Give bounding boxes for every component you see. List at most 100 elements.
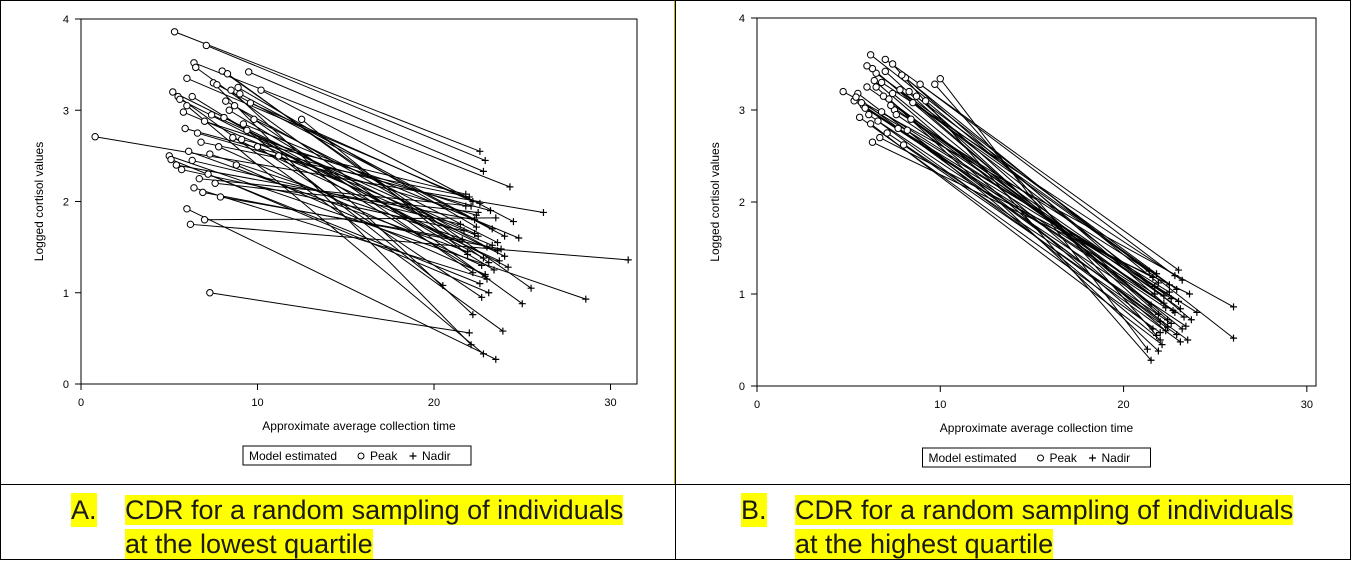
nadir-point	[1143, 345, 1151, 353]
y-tick-label: 4	[739, 13, 745, 25]
peak-point	[183, 205, 191, 213]
connector-line	[185, 128, 491, 212]
nadir-point	[1156, 336, 1164, 344]
caption-cell-b: B. CDR for a random sampling of individu…	[675, 484, 1351, 560]
nadir-point	[464, 250, 472, 258]
caption-a-text: CDR for a random sampling of individuals…	[125, 493, 624, 561]
nadir-point	[467, 202, 475, 210]
peak-point	[898, 71, 906, 79]
peak-point	[253, 143, 262, 151]
chart-b: 0 1 2 3 4 0 10 20 30 Approximate average collecti…	[708, 13, 1317, 468]
nadir-point	[1154, 279, 1162, 287]
peak-point	[222, 97, 230, 105]
plot-frame	[756, 17, 1317, 387]
nadir-point	[1154, 347, 1162, 355]
nadir-point	[1160, 292, 1168, 300]
caption-b-line2: at the highest quartile	[795, 529, 1054, 559]
connector-line	[901, 74, 1159, 284]
x-tick-label: 0	[78, 397, 84, 409]
peak-point	[916, 80, 924, 88]
nadir-point	[481, 156, 489, 164]
peak-point	[863, 83, 871, 91]
peak-point	[852, 93, 860, 101]
connector-line	[875, 86, 1159, 352]
peak-point	[199, 188, 207, 197]
legend-title: Model estimated	[249, 449, 337, 463]
peak-point	[909, 98, 917, 107]
legend-entry-nadir: Nadir	[1102, 451, 1131, 465]
peak-point	[234, 83, 242, 92]
x-tick-label: 30	[604, 397, 616, 409]
legend-peak-marker	[1037, 454, 1044, 462]
connector-line	[278, 155, 493, 246]
nadir-point	[494, 239, 502, 247]
nadir-point	[1156, 318, 1164, 326]
nadir-point	[582, 295, 590, 303]
nadir-point	[479, 350, 487, 358]
peak-point	[200, 216, 209, 224]
nadir-point	[1149, 273, 1157, 281]
nadir-point	[479, 167, 487, 175]
nadir-point	[494, 247, 502, 255]
nadir-point	[624, 256, 632, 264]
connector-line	[207, 173, 489, 294]
connector-line	[873, 80, 1167, 332]
legend-nadir-marker	[409, 452, 417, 460]
nadir-point	[515, 234, 523, 242]
nadir-point	[485, 259, 493, 267]
peak-point	[883, 129, 891, 137]
peak-point	[223, 70, 232, 78]
peak-point	[872, 83, 880, 91]
nadir-point	[495, 257, 503, 265]
peak-point	[863, 62, 871, 70]
connector-line	[241, 138, 466, 195]
peak-point	[907, 115, 915, 123]
caption-b-letter: B.	[741, 493, 767, 527]
connector-line	[890, 104, 1176, 313]
nadir-point	[1165, 288, 1173, 296]
nadir-point	[471, 216, 479, 224]
nadir-point	[456, 220, 464, 228]
nadir-point	[1173, 330, 1181, 338]
connector-line	[209, 153, 498, 252]
peak-point	[921, 97, 930, 105]
nadir-point	[501, 252, 509, 260]
nadir-point	[488, 241, 496, 249]
nadir-point	[476, 199, 484, 207]
connector-line	[868, 114, 1181, 343]
nadir-point	[1182, 322, 1190, 330]
connector-line	[925, 100, 1192, 321]
nadir-point	[1167, 295, 1175, 303]
chart-a: 0 1 2 3 4 0 10 20 30 Approximate average collecti…	[32, 14, 638, 466]
peak-point	[179, 108, 188, 116]
peak-point	[193, 129, 202, 137]
nadir-point	[1171, 272, 1179, 280]
peak-point	[206, 289, 214, 297]
plot-frame	[80, 18, 638, 385]
legend-entry-peak: Peak	[370, 449, 398, 463]
peak-point	[237, 135, 246, 144]
y-tick-label: 4	[63, 14, 69, 26]
legend-entry-peak: Peak	[1050, 451, 1078, 465]
nadir-point	[1187, 316, 1195, 324]
y-tick-label: 1	[63, 288, 69, 300]
peak-point	[881, 67, 889, 76]
nadir-point	[469, 311, 477, 319]
caption-cell-a: A. CDR for a random sampling of individu…	[0, 484, 676, 560]
peak-point	[176, 95, 184, 104]
nadir-point	[527, 284, 535, 292]
y-tick-label: 0	[63, 379, 69, 391]
peak-point	[876, 133, 884, 142]
connector-line	[186, 77, 481, 204]
caption-a-line2: at the lowest quartile	[125, 529, 373, 559]
connector-line	[910, 118, 1181, 310]
nadir-point	[471, 229, 479, 237]
connector-line	[183, 111, 479, 237]
nadir-point	[488, 225, 496, 233]
nadir-point	[1151, 283, 1159, 291]
connector-line	[186, 105, 484, 355]
connector-line	[864, 107, 1185, 318]
peak-point	[197, 138, 205, 146]
peak-point	[896, 86, 904, 94]
peak-point	[184, 147, 193, 156]
